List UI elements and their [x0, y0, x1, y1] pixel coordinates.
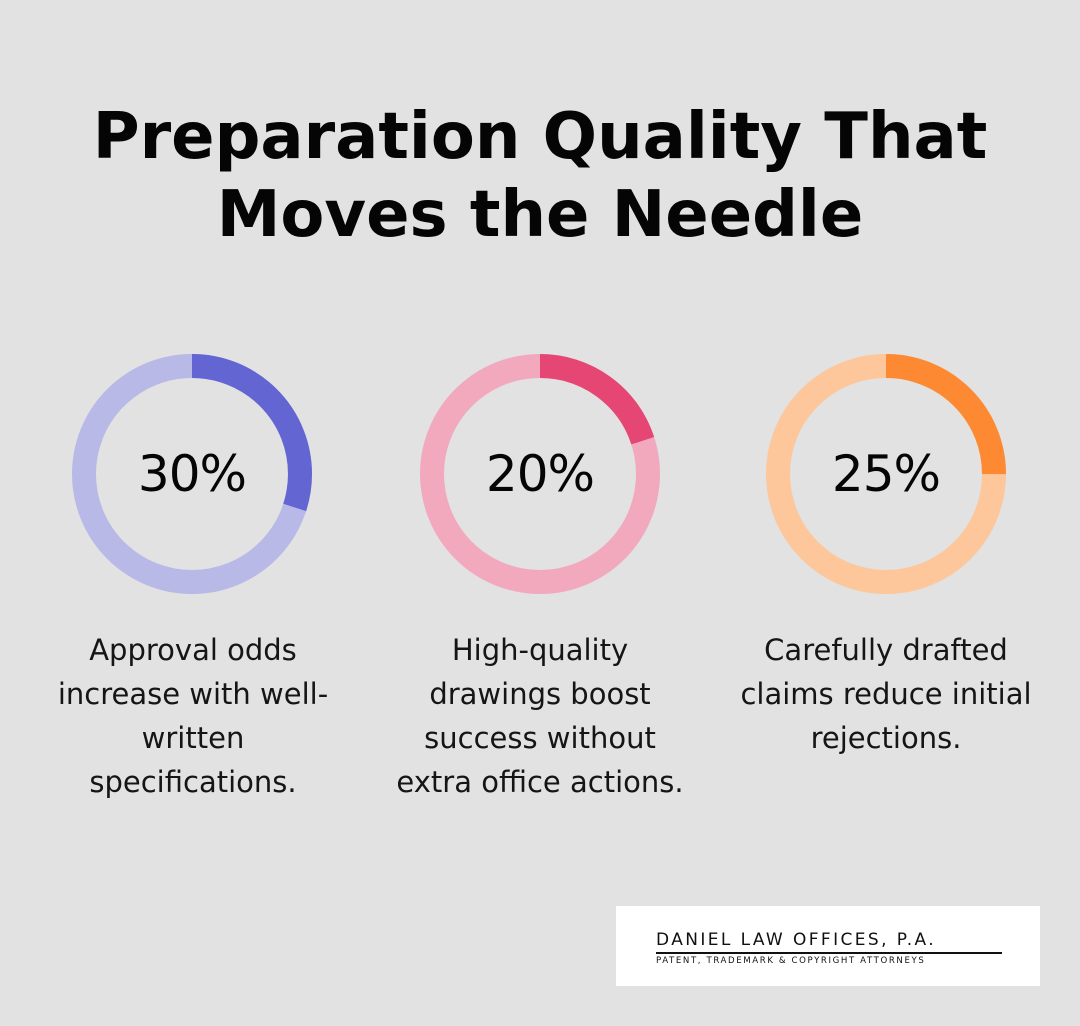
- description-1-line-2: increase with well-: [57, 677, 329, 711]
- donut-chart-1: 30%: [72, 354, 312, 594]
- description-2-line-3: success without: [424, 721, 656, 755]
- logo-divider: [656, 952, 1002, 954]
- title-line-1: Preparation Quality That: [92, 100, 988, 174]
- logo-name: DANIEL LAW OFFICES, P.A.: [656, 930, 937, 950]
- description-3-line-1: Carefully drafted: [764, 633, 1008, 667]
- donut-value-label-2: 20%: [485, 445, 595, 503]
- donut-value-label-3: 25%: [831, 445, 941, 503]
- donut-svg-1: [72, 354, 312, 594]
- donut-chart-3: 25%: [766, 354, 1006, 594]
- donut-arc-3: [766, 354, 1006, 594]
- donut-svg-2: [420, 354, 660, 594]
- donut-value-label-1: 30%: [137, 445, 247, 503]
- description-1-line-3: written: [141, 721, 245, 755]
- donut-arc-2: [420, 354, 660, 594]
- description-2-line-1: High-quality: [451, 633, 629, 667]
- donut-chart-2: 20%: [420, 354, 660, 594]
- title-line-2: Moves the Needle: [216, 178, 864, 252]
- description-2: High-quality drawings boost success with…: [390, 628, 690, 804]
- donut-svg-3: [766, 354, 1006, 594]
- description-3-line-2: claims reduce initial: [740, 677, 1032, 711]
- description-3: Carefully drafted claims reduce initial …: [736, 628, 1036, 760]
- description-2-line-2: drawings boost: [429, 677, 651, 711]
- firm-logo: DANIEL LAW OFFICES, P.A. PATENT, TRADEMA…: [616, 906, 1040, 986]
- page-title: Preparation Quality That Moves the Needl…: [0, 98, 1080, 254]
- description-1-line-1: Approval odds: [89, 633, 297, 667]
- description-3-line-3: rejections.: [810, 721, 962, 755]
- donut-arc-1: [72, 354, 312, 594]
- description-2-line-4: extra office actions.: [396, 765, 684, 799]
- description-1: Approval odds increase with well- writte…: [43, 628, 343, 804]
- logo-tagline: PATENT, TRADEMARK & COPYRIGHT ATTORNEYS: [656, 956, 926, 966]
- description-1-line-4: specifications.: [89, 765, 297, 799]
